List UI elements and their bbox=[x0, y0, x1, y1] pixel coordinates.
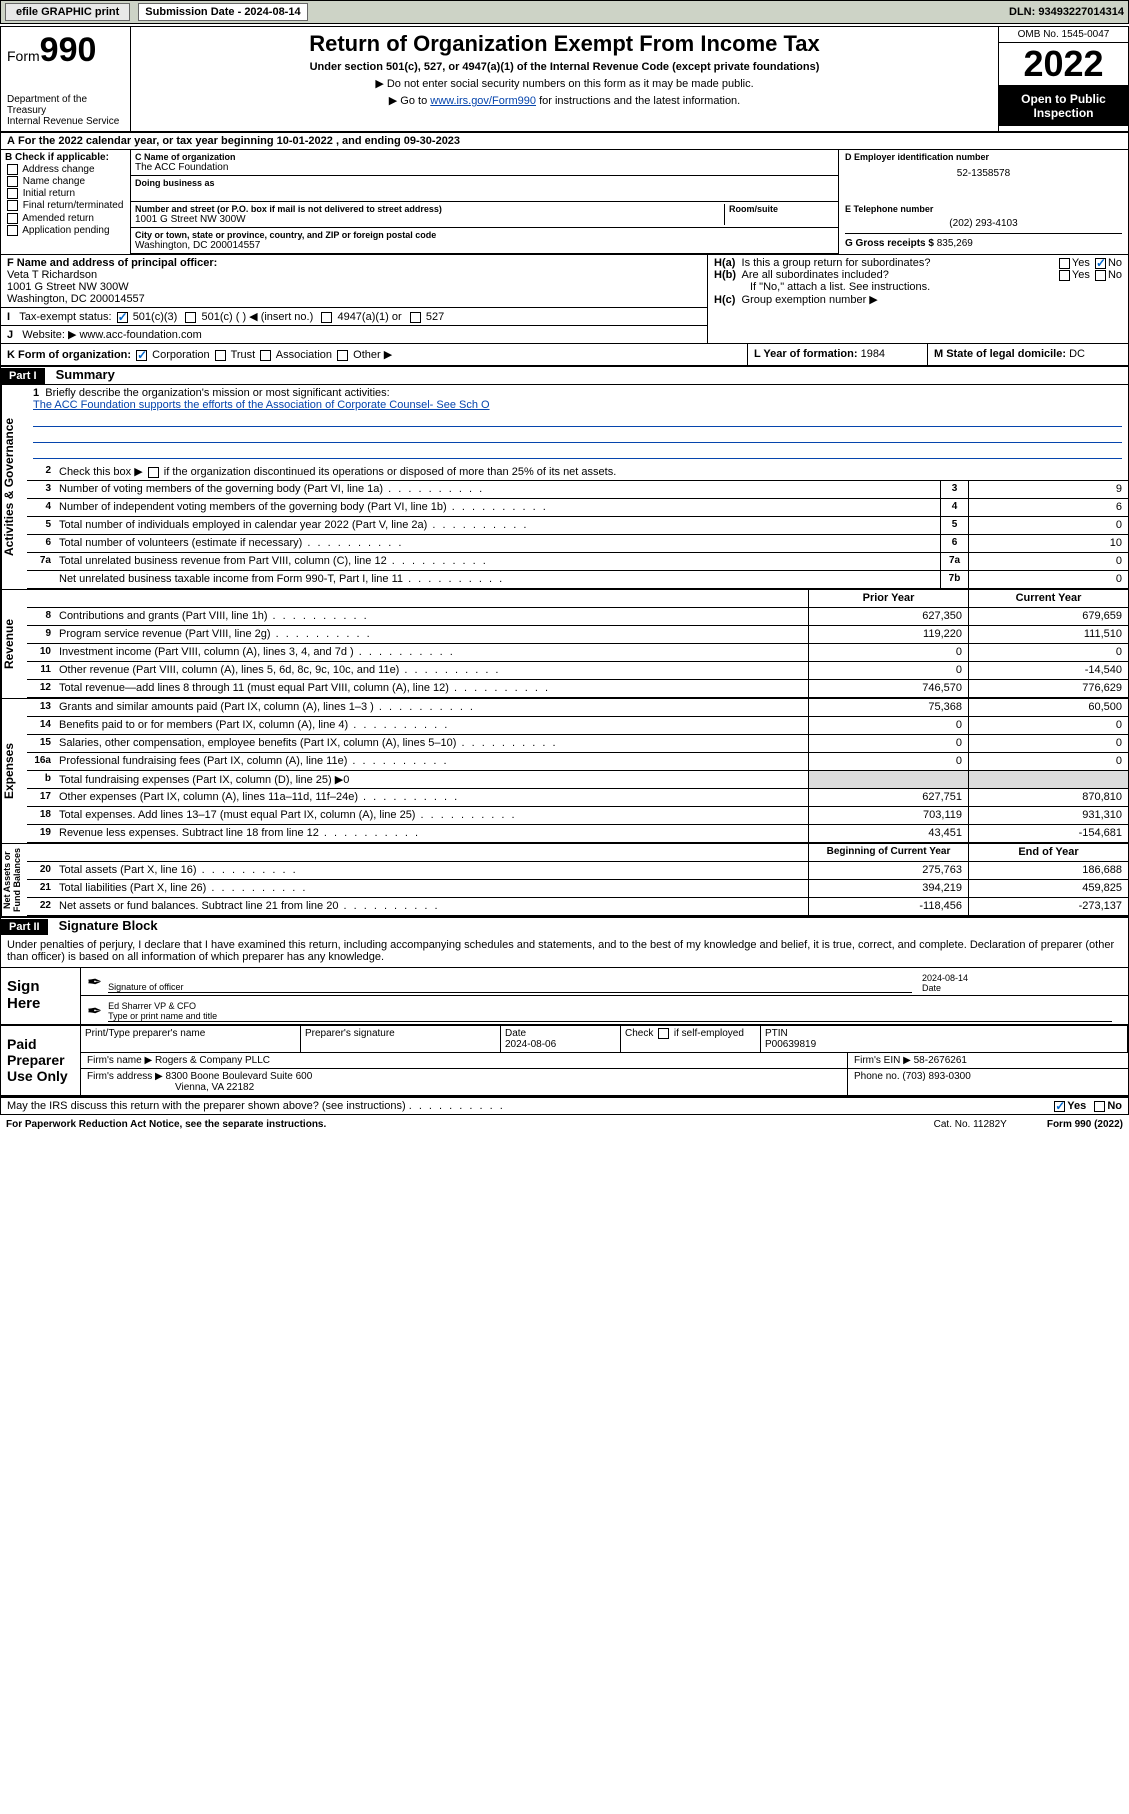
irs-link[interactable]: www.irs.gov/Form990 bbox=[430, 95, 536, 107]
chk-corp[interactable] bbox=[136, 350, 147, 361]
department: Department of the Treasury Internal Reve… bbox=[7, 94, 124, 127]
form-subtitle: Under section 501(c), 527, or 4947(a)(1)… bbox=[137, 61, 992, 73]
chk-self-employed[interactable] bbox=[658, 1028, 669, 1039]
exp-line-15: 15Salaries, other compensation, employee… bbox=[27, 735, 1128, 753]
line-2: 2 Check this box ▶ if the organization d… bbox=[27, 463, 1128, 481]
sign-arrow-icon: ✒ bbox=[87, 972, 102, 993]
part-i-header: Part I Summary bbox=[1, 367, 1128, 385]
org-name: C Name of organization The ACC Foundatio… bbox=[131, 150, 838, 176]
na-line-20: 20Total assets (Part X, line 16) 275,763… bbox=[27, 862, 1128, 880]
gov-line-3: 3Number of voting members of the governi… bbox=[27, 481, 1128, 499]
vtab-expenses: Expenses bbox=[1, 699, 27, 843]
exp-line-13: 13Grants and similar amounts paid (Part … bbox=[27, 699, 1128, 717]
mission-link[interactable]: The ACC Foundation supports the efforts … bbox=[33, 399, 490, 411]
form-title: Return of Organization Exempt From Incom… bbox=[137, 31, 992, 57]
chk-discuss-yes[interactable] bbox=[1054, 1101, 1065, 1112]
tax-exempt-status: I Tax-exempt status: 501(c)(3) 501(c) ( … bbox=[1, 308, 707, 326]
section-h: H(a) Is this a group return for subordin… bbox=[708, 255, 1128, 343]
telephone: E Telephone number (202) 293-4103 bbox=[845, 204, 1122, 234]
city-address: City or town, state or province, country… bbox=[131, 228, 838, 254]
form-header: Form990 Department of the Treasury Inter… bbox=[1, 27, 1128, 133]
rev-header: Prior Year Current Year bbox=[27, 590, 1128, 608]
rev-line-8: 8Contributions and grants (Part VIII, li… bbox=[27, 608, 1128, 626]
tax-year: 2022 bbox=[999, 43, 1128, 86]
vtab-revenue: Revenue bbox=[1, 590, 27, 698]
efile-print-button[interactable]: efile GRAPHIC print bbox=[5, 3, 130, 21]
chk-trust[interactable] bbox=[215, 350, 226, 361]
chk-address-change[interactable]: Address change bbox=[5, 164, 126, 175]
chk-final-return[interactable]: Final return/terminated bbox=[5, 200, 126, 211]
gross-receipts: G Gross receipts $ 835,269 bbox=[845, 238, 1122, 249]
vtab-governance: Activities & Governance bbox=[1, 385, 27, 589]
submission-date: Submission Date - 2024-08-14 bbox=[138, 3, 307, 21]
gov-line-7b: Net unrelated business taxable income fr… bbox=[27, 571, 1128, 589]
officer-signature[interactable]: Signature of officer bbox=[108, 972, 912, 993]
state-domicile: M State of legal domicile: DC bbox=[928, 344, 1128, 365]
exp-line-17: 17Other expenses (Part IX, column (A), l… bbox=[27, 789, 1128, 807]
sign-here-label: Sign Here bbox=[1, 968, 81, 1024]
toolbar: efile GRAPHIC print Submission Date - 20… bbox=[0, 0, 1129, 24]
page-footer: For Paperwork Reduction Act Notice, see … bbox=[0, 1115, 1129, 1134]
exp-line-19: 19Revenue less expenses. Subtract line 1… bbox=[27, 825, 1128, 843]
dba: Doing business as bbox=[131, 176, 838, 202]
line-a: A For the 2022 calendar year, or tax yea… bbox=[1, 133, 1128, 150]
dln: DLN: 93493227014314 bbox=[1009, 6, 1124, 18]
chk-4947[interactable] bbox=[321, 312, 332, 323]
omb-number: OMB No. 1545-0047 bbox=[999, 27, 1128, 43]
rev-line-9: 9Program service revenue (Part VIII, lin… bbox=[27, 626, 1128, 644]
name-arrow-icon: ✒ bbox=[87, 1001, 102, 1022]
gov-line-7a: 7aTotal unrelated business revenue from … bbox=[27, 553, 1128, 571]
vtab-net-assets: Net Assets or Fund Balances bbox=[1, 844, 27, 916]
exp-line-14: 14Benefits paid to or for members (Part … bbox=[27, 717, 1128, 735]
chk-hb-no[interactable] bbox=[1095, 270, 1106, 281]
line-1: 1 Briefly describe the organization's mi… bbox=[27, 385, 1128, 463]
gov-line-4: 4Number of independent voting members of… bbox=[27, 499, 1128, 517]
paid-preparer-label: Paid Preparer Use Only bbox=[1, 1026, 81, 1095]
website: J Website: ▶ www.acc-foundation.com bbox=[1, 326, 707, 343]
sign-date: 2024-08-14Date bbox=[922, 973, 1122, 993]
note-link: ▶ Go to www.irs.gov/Form990 for instruct… bbox=[137, 94, 992, 107]
chk-name-change[interactable]: Name change bbox=[5, 176, 126, 187]
open-inspection: Open to Public Inspection bbox=[999, 86, 1128, 126]
gov-line-6: 6Total number of volunteers (estimate if… bbox=[27, 535, 1128, 553]
exp-line-16a: 16aProfessional fundraising fees (Part I… bbox=[27, 753, 1128, 771]
ein: D Employer identification number 52-1358… bbox=[838, 150, 1128, 202]
chk-527[interactable] bbox=[410, 312, 421, 323]
chk-ha-yes[interactable] bbox=[1059, 258, 1070, 269]
form-number: Form990 bbox=[7, 31, 124, 70]
exp-line-18: 18Total expenses. Add lines 13–17 (must … bbox=[27, 807, 1128, 825]
chk-other[interactable] bbox=[337, 350, 348, 361]
na-header: Beginning of Current Year End of Year bbox=[27, 844, 1128, 862]
year-formation: L Year of formation: 1984 bbox=[748, 344, 928, 365]
rev-line-12: 12Total revenue—add lines 8 through 11 (… bbox=[27, 680, 1128, 698]
rev-line-11: 11Other revenue (Part VIII, column (A), … bbox=[27, 662, 1128, 680]
principal-officer: F Name and address of principal officer:… bbox=[1, 255, 707, 308]
chk-ha-no[interactable] bbox=[1095, 258, 1106, 269]
form-990: Form990 Department of the Treasury Inter… bbox=[0, 26, 1129, 1115]
preparer-grid: Print/Type preparer's name Preparer's si… bbox=[81, 1026, 1128, 1053]
discuss-preparer: May the IRS discuss this return with the… bbox=[1, 1097, 1128, 1114]
chk-501c3[interactable] bbox=[117, 312, 128, 323]
chk-501c[interactable] bbox=[185, 312, 196, 323]
street-address: Number and street (or P.O. box if mail i… bbox=[131, 202, 838, 228]
officer-name: Ed Sharrer VP & CFOType or print name an… bbox=[108, 1001, 1112, 1022]
exp-line-b: bTotal fundraising expenses (Part IX, co… bbox=[27, 771, 1128, 789]
na-line-21: 21Total liabilities (Part X, line 26) 39… bbox=[27, 880, 1128, 898]
form-of-org: K Form of organization: Corporation Trus… bbox=[1, 344, 748, 365]
na-line-22: 22Net assets or fund balances. Subtract … bbox=[27, 898, 1128, 916]
chk-hb-yes[interactable] bbox=[1059, 270, 1070, 281]
chk-assoc[interactable] bbox=[260, 350, 271, 361]
gov-line-5: 5Total number of individuals employed in… bbox=[27, 517, 1128, 535]
perjury-declaration: Under penalties of perjury, I declare th… bbox=[1, 935, 1128, 968]
rev-line-10: 10Investment income (Part VIII, column (… bbox=[27, 644, 1128, 662]
chk-discontinued[interactable] bbox=[148, 467, 159, 478]
chk-discuss-no[interactable] bbox=[1094, 1101, 1105, 1112]
note-ssn: ▶ Do not enter social security numbers o… bbox=[137, 77, 992, 90]
section-b: B Check if applicable: Address change Na… bbox=[1, 150, 131, 254]
part-ii-header: Part II Signature Block bbox=[1, 918, 1128, 935]
chk-application-pending[interactable]: Application pending bbox=[5, 225, 126, 236]
chk-initial-return[interactable]: Initial return bbox=[5, 188, 126, 199]
chk-amended-return[interactable]: Amended return bbox=[5, 213, 126, 224]
